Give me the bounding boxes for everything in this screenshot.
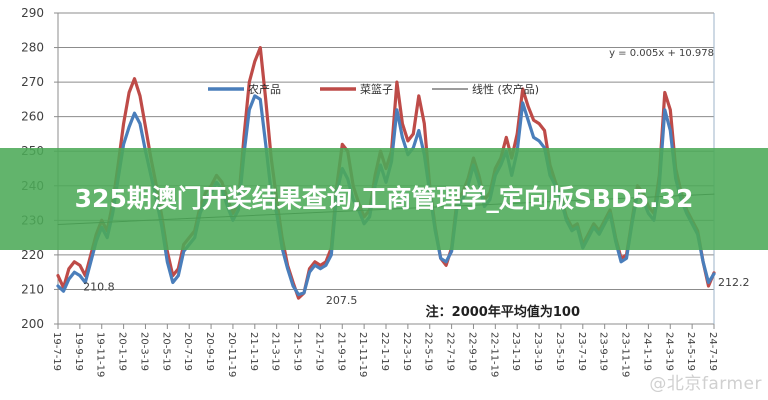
y-tick-label: 200 — [21, 317, 44, 331]
x-tick-label: 21-3-19 — [270, 332, 281, 371]
x-tick-label: 21-5-19 — [292, 332, 303, 371]
x-tick-label: 20-11-19 — [226, 332, 237, 377]
x-tick-label: 24-1-19 — [641, 332, 652, 371]
chart-note: 注：2000年平均值为100 — [426, 304, 580, 320]
x-tick-label: 23-11-19 — [620, 332, 631, 377]
x-tick-label: 22-5-19 — [423, 332, 434, 371]
watermark: @北京farmer — [649, 374, 762, 394]
y-tick-label: 220 — [21, 248, 44, 262]
x-tick-label: 24-3-19 — [663, 332, 674, 371]
y-tick-label: 290 — [21, 6, 44, 20]
legend-label: 线性 (农产品) — [472, 82, 539, 96]
x-tick-label: 19-9-19 — [73, 332, 84, 371]
annotation-min-2021: 207.5 — [326, 294, 358, 307]
y-tick-label: 270 — [21, 75, 44, 89]
x-tick-label: 21-9-19 — [335, 332, 346, 371]
banner-title: 325期澳门开奖结果查询,工商管理学_定向版SBD5.32 — [74, 184, 694, 213]
x-tick-label: 23-1-19 — [510, 332, 521, 371]
y-tick-label: 210 — [21, 282, 44, 296]
x-tick-label: 22-7-19 — [445, 332, 456, 371]
y-tick-label: 280 — [21, 41, 44, 55]
x-tick-label: 22-3-19 — [401, 332, 412, 371]
x-tick-label: 23-5-19 — [554, 332, 565, 371]
x-tick-label: 22-9-19 — [466, 332, 477, 371]
x-tick-label: 20-1-19 — [117, 332, 128, 371]
x-tick-label: 21-11-19 — [357, 332, 368, 377]
x-tick-label: 24-5-19 — [685, 332, 696, 371]
x-tick-label: 20-7-19 — [182, 332, 193, 371]
annotation-last-value: 212.2 — [718, 276, 750, 289]
annotation-min-2019: 210.8 — [83, 281, 115, 294]
x-tick-label: 22-11-19 — [488, 332, 499, 377]
legend-label: 菜篮子 — [360, 82, 393, 96]
x-tick-label: 19-7-19 — [51, 332, 62, 371]
x-tick-label: 21-1-19 — [248, 332, 259, 371]
x-tick-label: 21-7-19 — [313, 332, 324, 371]
x-axis: 19-7-19 19-9-19 19-11-19 20-1-19 20-3-19 20-5… — [51, 324, 718, 377]
trend-equation: y = 0.005x + 10.978 — [609, 48, 714, 59]
y-tick-label: 260 — [21, 110, 44, 124]
title-banner: 325期澳门开奖结果查询,工商管理学_定向版SBD5.32 — [0, 148, 768, 250]
x-tick-label: 20-9-19 — [204, 332, 215, 371]
legend: 农产品 菜篮子 线性 (农产品) — [208, 82, 539, 96]
x-tick-label: 23-7-19 — [576, 332, 587, 371]
x-tick-label: 20-3-19 — [138, 332, 149, 371]
x-tick-label: 23-3-19 — [532, 332, 543, 371]
x-tick-label: 20-5-19 — [160, 332, 171, 371]
x-tick-label: 24-7-19 — [707, 332, 718, 371]
x-tick-label: 23-9-19 — [598, 332, 609, 371]
legend-label: 农产品 — [248, 82, 281, 96]
x-tick-label: 19-11-19 — [95, 332, 106, 377]
x-tick-label: 22-1-19 — [379, 332, 390, 371]
